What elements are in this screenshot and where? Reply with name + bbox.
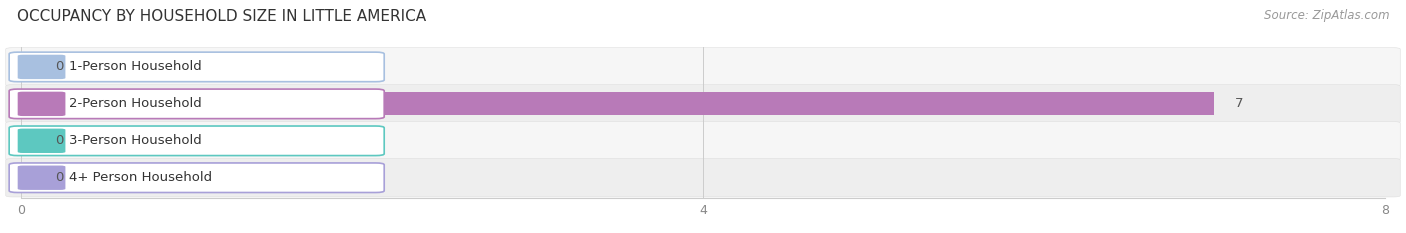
FancyBboxPatch shape: [21, 122, 1385, 159]
FancyBboxPatch shape: [18, 55, 66, 79]
FancyBboxPatch shape: [21, 159, 1385, 196]
FancyBboxPatch shape: [18, 92, 66, 116]
Text: Source: ZipAtlas.com: Source: ZipAtlas.com: [1264, 9, 1389, 22]
FancyBboxPatch shape: [10, 126, 384, 156]
FancyBboxPatch shape: [21, 85, 1385, 122]
Text: 7: 7: [1234, 97, 1243, 110]
FancyBboxPatch shape: [10, 163, 384, 192]
FancyBboxPatch shape: [10, 52, 384, 82]
FancyBboxPatch shape: [10, 89, 384, 119]
Text: 1-Person Household: 1-Person Household: [69, 60, 201, 73]
Text: 3-Person Household: 3-Person Household: [69, 134, 201, 147]
FancyBboxPatch shape: [18, 129, 66, 153]
FancyBboxPatch shape: [6, 85, 1400, 123]
Text: 2-Person Household: 2-Person Household: [69, 97, 201, 110]
Bar: [21, 93, 1215, 115]
Text: 0: 0: [55, 134, 63, 147]
FancyBboxPatch shape: [6, 158, 1400, 197]
FancyBboxPatch shape: [18, 165, 66, 190]
Text: 0: 0: [55, 171, 63, 184]
FancyBboxPatch shape: [6, 48, 1400, 86]
FancyBboxPatch shape: [6, 122, 1400, 160]
FancyBboxPatch shape: [21, 48, 1385, 85]
Text: OCCUPANCY BY HOUSEHOLD SIZE IN LITTLE AMERICA: OCCUPANCY BY HOUSEHOLD SIZE IN LITTLE AM…: [17, 9, 426, 24]
Text: 4+ Person Household: 4+ Person Household: [69, 171, 212, 184]
Text: 0: 0: [55, 60, 63, 73]
